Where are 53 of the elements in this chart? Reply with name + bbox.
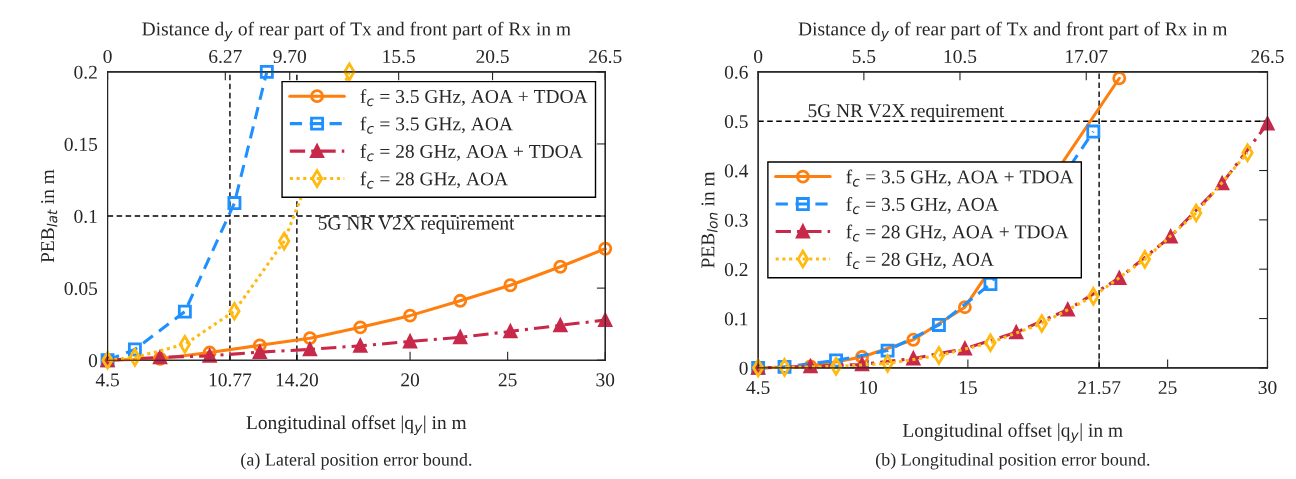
y-tick-label: 0.1 [74, 209, 97, 224]
x2-axis-title: Distance d$_{y}$ of rear part of Tx and front part of Rx in m [798, 21, 1228, 42]
x2-tick-label: 10.5 [944, 49, 977, 64]
y-tick-label: 0.1 [724, 312, 748, 326]
x2-tick-label: 9.70 [273, 49, 306, 64]
legend-label: f$_{c}$ = 28 GHz, AOA [360, 171, 508, 189]
x2-tick-label: 0 [754, 49, 763, 64]
y-tick-label: 0.05 [64, 281, 98, 296]
y-tick-label: 0.5 [724, 115, 748, 129]
legend-label: f$_{c}$ = 3.5 GHz, AOA + TDOA [360, 89, 588, 107]
ref-line-label: 5G NR V2X requirement [318, 216, 515, 234]
legend-label: f$_{c}$ = 28 GHz, AOA [846, 252, 994, 270]
text: (b) Longitudinal position error bound. [875, 453, 1150, 470]
x2-tick-label: 26.5 [1251, 49, 1284, 64]
legend-label: f$_{c}$ = 3.5 GHz, AOA [360, 116, 513, 134]
x2-tick-label: 20.5 [476, 49, 509, 64]
x-tick-label: 4.5 [746, 381, 770, 395]
x2-tick-label: 17.07 [1066, 49, 1108, 64]
y-tick-label: 0 [88, 354, 98, 368]
x2-tick-label: 0 [103, 49, 112, 64]
y-axis-title: PEB$_{lon}$ in m [701, 171, 718, 268]
y-tick-label: 0.3 [724, 213, 748, 227]
y-tick-label: 0.2 [724, 263, 748, 277]
x-tick-label: 25 [1158, 380, 1177, 395]
y-tick-label: 0.2 [74, 65, 97, 79]
y-tick-label: 0.15 [64, 137, 98, 151]
legend-label: f$_{c}$ = 3.5 GHz, AOA [846, 197, 999, 215]
x-axis-title: Longitudinal offset |q$_{y}$| in m [902, 423, 1123, 443]
legend-label: f$_{c}$ = 28 GHz, AOA + TDOA [360, 144, 583, 162]
text: (a) Lateral position error bound. [241, 453, 472, 470]
x-tick-label: 30 [1258, 380, 1277, 395]
x-tick-label: 20 [401, 373, 420, 387]
legend-label: f$_{c}$ = 28 GHz, AOA + TDOA [846, 224, 1069, 242]
x-tick-label: 14.20 [276, 373, 319, 387]
x-tick-label: 25 [498, 373, 517, 387]
x2-tick-label: 26.5 [589, 49, 622, 64]
x-tick-label: 21.57 [1078, 380, 1121, 395]
legend-label: f$_{c}$ = 3.5 GHz, AOA + TDOA [846, 169, 1074, 187]
x-tick-label: 15 [959, 381, 977, 395]
y-tick-label: 0 [739, 361, 748, 375]
x2-tick-label: 5.5 [852, 50, 876, 64]
y-tick-label: 0.4 [724, 164, 749, 178]
y-tick-label: 0.6 [724, 65, 748, 79]
x2-tick-label: 15.5 [383, 50, 415, 64]
x-axis-title: Longitudinal offset |q$_{y}$| in m [246, 415, 467, 436]
x-tick-label: 30 [596, 373, 615, 387]
x-tick-label: 10 [860, 380, 877, 395]
ref-line-label: 5G NR V2X requirement [808, 104, 1005, 122]
x-tick-label: 4.5 [95, 373, 119, 387]
x2-tick-label: 6.27 [209, 49, 242, 64]
x2-axis-title: Distance d$_{y}$ of rear part of Tx and front part of Rx in m [142, 21, 571, 42]
y-axis-title: PEB$_{lat}$ in m [41, 169, 58, 263]
x-tick-label: 10.77 [209, 373, 252, 387]
